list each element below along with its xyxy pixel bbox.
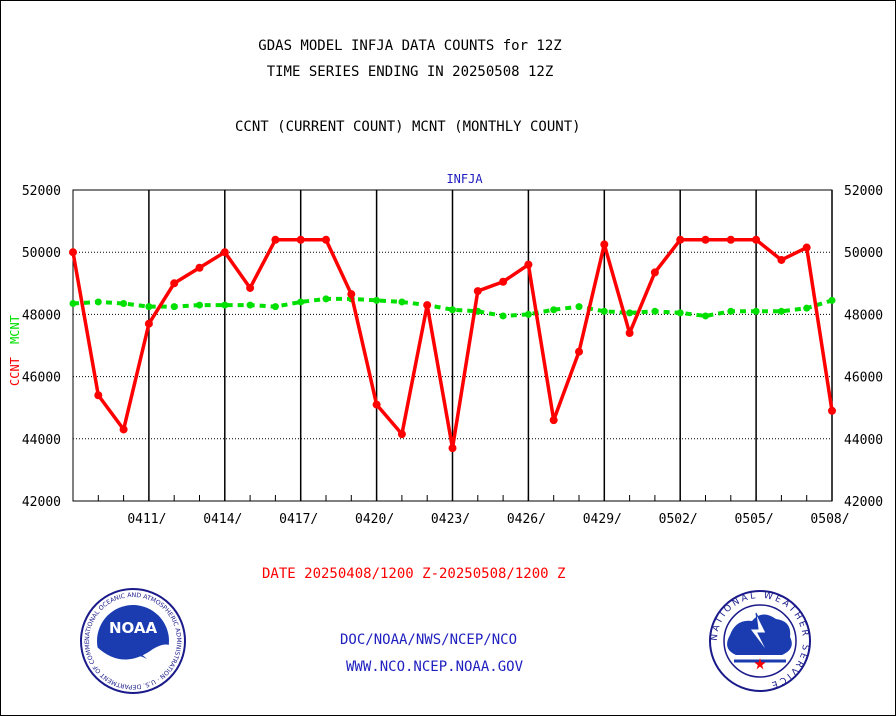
- chart-title-line1: GDAS MODEL INFJA DATA COUNTS for 12Z: [258, 38, 562, 54]
- point-mcnt: [373, 296, 381, 304]
- x-tick-label: 0505/: [735, 512, 774, 527]
- y-tick-label-left: 42000: [22, 495, 61, 510]
- point-mcnt: [600, 307, 608, 315]
- point-mcnt: [676, 309, 684, 317]
- point-ccnt: [828, 406, 836, 415]
- point-mcnt: [651, 307, 659, 315]
- y-tick-label-right: 50000: [844, 246, 883, 261]
- point-mcnt: [449, 306, 456, 314]
- y-tick-label-left: 52000: [22, 184, 61, 199]
- point-mcnt: [145, 303, 153, 311]
- point-ccnt: [600, 240, 609, 249]
- footer-org-path: DOC/NOAA/NWS/NCEP/NCO: [340, 632, 518, 648]
- point-ccnt: [524, 260, 533, 269]
- point-ccnt: [448, 444, 457, 453]
- x-tick-label: 0426/: [507, 512, 546, 527]
- point-ccnt: [69, 248, 77, 257]
- chart-title-line3: CCNT (CURRENT COUNT) MCNT (MONTHLY COUNT…: [235, 119, 581, 135]
- point-mcnt: [752, 307, 760, 315]
- x-tick-label: 0414/: [203, 512, 242, 527]
- point-mcnt: [550, 306, 558, 314]
- point-ccnt: [296, 235, 305, 244]
- x-tick-label: 0508/: [810, 512, 849, 527]
- y-axis-label-mcnt: MCNT: [8, 315, 22, 344]
- nws-logo: NATIONAL WEATHER SERVICE: [709, 590, 811, 692]
- y-tick-label-right: 46000: [844, 371, 883, 386]
- point-ccnt: [195, 263, 204, 272]
- point-ccnt: [220, 248, 229, 257]
- x-tick-label: 0411/: [127, 512, 166, 527]
- point-mcnt: [246, 301, 254, 309]
- y-tick-label-left: 50000: [22, 246, 61, 261]
- point-ccnt: [423, 301, 432, 310]
- point-ccnt: [549, 416, 558, 425]
- point-mcnt: [271, 303, 279, 311]
- point-mcnt: [322, 295, 330, 303]
- y-tick-label-left: 48000: [22, 308, 61, 323]
- point-mcnt: [196, 301, 203, 309]
- point-ccnt: [170, 279, 179, 288]
- point-mcnt: [828, 296, 836, 304]
- point-ccnt: [676, 235, 685, 244]
- point-mcnt: [777, 307, 785, 315]
- point-mcnt: [69, 300, 77, 308]
- point-mcnt: [626, 309, 634, 317]
- plot-title: INFJA: [446, 172, 483, 186]
- y-tick-label-right: 42000: [844, 495, 883, 510]
- footer-url: WWW.NCO.NCEP.NOAA.GOV: [346, 659, 524, 675]
- point-ccnt: [246, 283, 255, 292]
- point-mcnt: [221, 301, 229, 309]
- y-tick-label-left: 46000: [22, 371, 61, 386]
- point-ccnt: [701, 235, 710, 244]
- x-tick-label: 0429/: [583, 512, 622, 527]
- point-mcnt: [94, 298, 102, 306]
- axis-layer: [72, 189, 833, 502]
- point-ccnt: [119, 425, 128, 434]
- y-tick-label-right: 48000: [844, 308, 883, 323]
- point-mcnt: [398, 298, 406, 306]
- noaa-logo: NOAA NATIONAL OCEANIC AND ATMOSPHERIC AD…: [80, 588, 186, 694]
- point-ccnt: [777, 255, 786, 264]
- point-mcnt: [803, 304, 811, 312]
- grid-layer: [73, 190, 833, 501]
- point-ccnt: [94, 391, 103, 400]
- y-axis-label-ccnt: CCNT: [8, 357, 22, 386]
- point-ccnt: [726, 235, 735, 244]
- chart-title-line2: TIME SERIES ENDING IN 20250508 12Z: [266, 64, 554, 80]
- point-ccnt: [271, 235, 280, 244]
- point-mcnt: [499, 312, 507, 320]
- date-range-label: DATE 20250408/1200 Z-20250508/1200 Z: [262, 566, 566, 582]
- point-ccnt: [322, 235, 330, 244]
- point-mcnt: [120, 300, 128, 308]
- point-ccnt: [144, 319, 153, 328]
- point-ccnt: [650, 268, 659, 277]
- label-layer: 42000 42000 44000 44000 46000 46000 48000 48000…: [8, 172, 883, 527]
- point-ccnt: [575, 347, 583, 356]
- point-mcnt: [575, 303, 583, 311]
- point-mcnt: [524, 310, 532, 318]
- point-ccnt: [802, 243, 811, 252]
- point-ccnt: [499, 277, 508, 286]
- x-tick-label: 0502/: [659, 512, 698, 527]
- point-ccnt: [347, 290, 356, 299]
- point-ccnt: [752, 235, 761, 244]
- y-tick-label-left: 44000: [22, 433, 61, 448]
- series-layer: [69, 235, 836, 453]
- point-ccnt: [397, 430, 406, 439]
- point-ccnt: [372, 400, 381, 409]
- point-mcnt: [170, 303, 178, 311]
- point-mcnt: [727, 307, 735, 315]
- point-mcnt: [702, 312, 709, 320]
- point-ccnt: [473, 287, 482, 296]
- point-ccnt: [625, 329, 634, 338]
- x-tick-label: 0417/: [279, 512, 318, 527]
- y-tick-label-right: 44000: [844, 433, 883, 448]
- x-tick-label: 0423/: [431, 512, 470, 527]
- noaa-logo-text: NOAA: [109, 619, 158, 637]
- x-tick-label: 0420/: [355, 512, 394, 527]
- y-tick-label-right: 52000: [844, 184, 883, 199]
- point-mcnt: [297, 298, 305, 306]
